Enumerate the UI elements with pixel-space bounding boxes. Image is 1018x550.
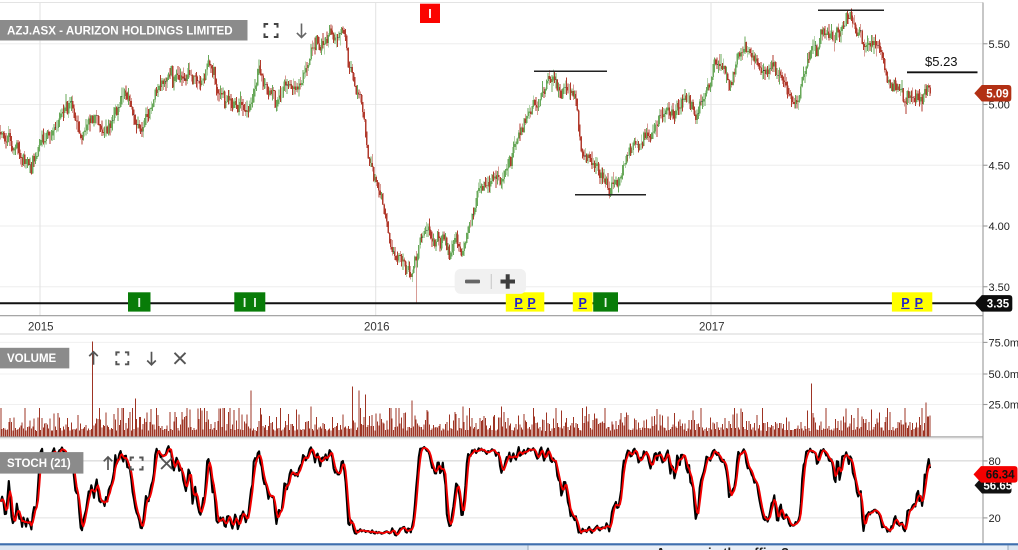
svg-text:2017: 2017 [699, 322, 725, 334]
svg-text:P: P [915, 296, 923, 310]
svg-text:80: 80 [989, 456, 1001, 468]
svg-text:4.50: 4.50 [989, 160, 1010, 172]
svg-text:2016: 2016 [364, 322, 390, 334]
svg-text:2015: 2015 [28, 322, 54, 334]
svg-text:VOLUME: VOLUME [7, 353, 57, 365]
svg-text:P: P [527, 296, 535, 310]
svg-text:20: 20 [989, 513, 1001, 525]
svg-text:$5.23: $5.23 [925, 54, 958, 69]
svg-text:I: I [253, 296, 256, 310]
svg-text:5.09: 5.09 [986, 88, 1008, 100]
svg-text:50.0m: 50.0m [989, 369, 1018, 381]
svg-text:56.65: 56.65 [983, 480, 1012, 492]
svg-text:5.50: 5.50 [989, 39, 1010, 51]
svg-text:3.50: 3.50 [989, 282, 1010, 294]
svg-text:I: I [137, 296, 140, 310]
svg-text:5.00: 5.00 [989, 100, 1010, 112]
svg-text:P: P [514, 296, 522, 310]
svg-text:P: P [901, 296, 909, 310]
svg-text:STOCH (21): STOCH (21) [7, 458, 71, 470]
svg-text:I: I [604, 296, 607, 310]
svg-text:25.0m: 25.0m [989, 400, 1018, 412]
svg-text:75.0m: 75.0m [989, 337, 1018, 349]
svg-text:P: P [579, 296, 587, 310]
svg-text:Are you in the office?: Are you in the office? [656, 545, 789, 550]
svg-text:4.00: 4.00 [989, 221, 1010, 233]
svg-text:AZJ.ASX - AURIZON HOLDINGS LIM: AZJ.ASX - AURIZON HOLDINGS LIMITED [7, 24, 233, 37]
svg-text:I: I [428, 7, 431, 21]
svg-text:I: I [243, 296, 246, 310]
svg-text:3.35: 3.35 [987, 299, 1010, 311]
svg-text:66.34: 66.34 [986, 470, 1015, 482]
